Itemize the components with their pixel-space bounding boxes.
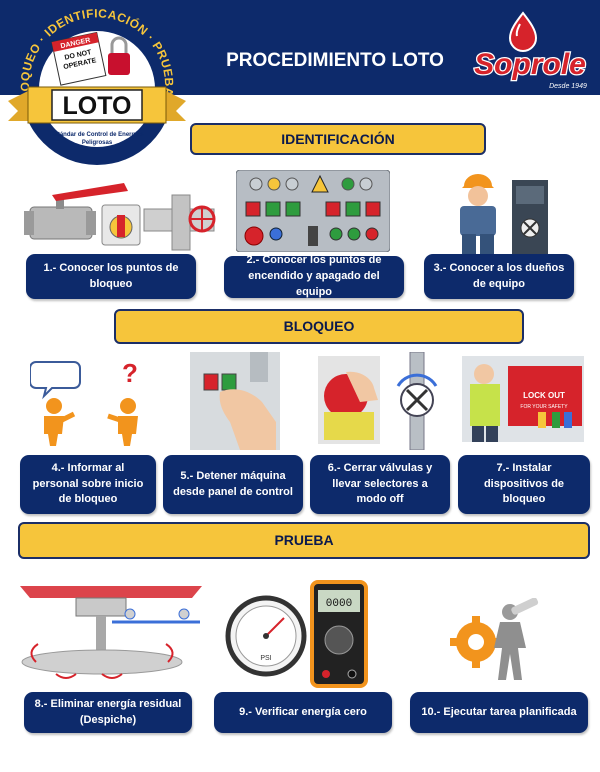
svg-text:?: ? <box>122 358 138 388</box>
step-1-label: 1.- Conocer los puntos de bloqueo <box>43 261 179 290</box>
lock-tag-1: LOCK OUT <box>523 391 565 400</box>
control-panel-illustration <box>236 170 390 252</box>
multimeter-display: 0000 <box>326 598 352 610</box>
lockout-station-illustration: LOCK OUT FOR YOUR SAFETY <box>462 356 584 442</box>
section-prueba-label: PRUEBA <box>274 532 334 548</box>
section-bloqueo-label: BLOQUEO <box>283 318 355 334</box>
step-8-box: 8.- Eliminar energía residual (Despiche) <box>24 692 192 733</box>
gear-worker-illustration <box>450 598 539 680</box>
step-2-label: 2.- Conocer los puntos de encendido y ap… <box>246 254 382 298</box>
ball-valve-illustration <box>24 183 216 251</box>
step-2-box: 2.- Conocer los puntos de encendido y ap… <box>224 254 404 298</box>
page-title: PROCEDIMIENTO LOTO <box>226 50 444 71</box>
worker-machine-illustration <box>460 174 548 254</box>
stop-panel-illustration <box>190 352 280 450</box>
brand-name: Soprole <box>474 48 586 81</box>
step-8-label: 8.- Eliminar energía residual (Despiche) <box>34 697 182 726</box>
step-6-label: 6.- Cerrar válvulas y llevar selectores … <box>327 461 433 506</box>
section-prueba: PRUEBA <box>18 522 590 559</box>
step-3-box: 3.- Conocer a los dueños de equipo <box>424 254 574 299</box>
step-10-label: 10.- Ejecutar tarea planificada <box>421 705 577 718</box>
step-7-label: 7.- Instalar dispositivos de bloqueo <box>483 461 565 506</box>
step-5-box: 5.- Detener máquina desde panel de contr… <box>163 455 303 514</box>
lock-tag-2: FOR YOUR SAFETY <box>520 404 568 410</box>
step-4-box: 4.- Informar al personal sobre inicio de… <box>20 455 156 514</box>
step-3-label: 3.- Conocer a los dueños de equipo <box>433 261 565 290</box>
badge-subtitle-2: Peligrosas <box>82 140 113 146</box>
step-7-box: 7.- Instalar dispositivos de bloqueo <box>458 455 590 514</box>
badge-loto-text: LOTO <box>63 92 132 120</box>
step-5-label: 5.- Detener máquina desde panel de contr… <box>173 469 293 498</box>
gauge-label: PSI <box>260 655 271 662</box>
loto-badge-logo: BLOQUEO · IDENTIFICACIÓN · PRUEBA A DANG… <box>8 5 186 165</box>
brand-since: Desde 1949 <box>549 83 587 90</box>
badge-subtitle-1: Estándar de Control de Energías <box>50 132 144 138</box>
step-1-box: 1.- Conocer los puntos de bloqueo <box>26 254 196 299</box>
step-10-box: 10.- Ejecutar tarea planificada <box>410 692 588 733</box>
step-9-box: 9.- Verificar energía cero <box>214 692 392 733</box>
pressure-gauge-multimeter-illustration: PSI 0000 <box>225 580 368 688</box>
step-6-box: 6.- Cerrar válvulas y llevar selectores … <box>310 455 450 514</box>
section-bloqueo: BLOQUEO <box>114 309 524 344</box>
valve-selector-illustration <box>318 352 438 450</box>
step-9-label: 9.- Verificar energía cero <box>239 705 367 718</box>
section-identificacion: IDENTIFICACIÓN <box>190 123 486 155</box>
section-identificacion-label: IDENTIFICACIÓN <box>281 131 395 147</box>
soprole-logo: Soprole Desde 1949 <box>473 11 587 90</box>
people-communication-illustration: ? <box>30 358 138 446</box>
step-4-label: 4.- Informar al personal sobre inicio de… <box>32 461 144 506</box>
residual-energy-illustration <box>20 586 202 679</box>
